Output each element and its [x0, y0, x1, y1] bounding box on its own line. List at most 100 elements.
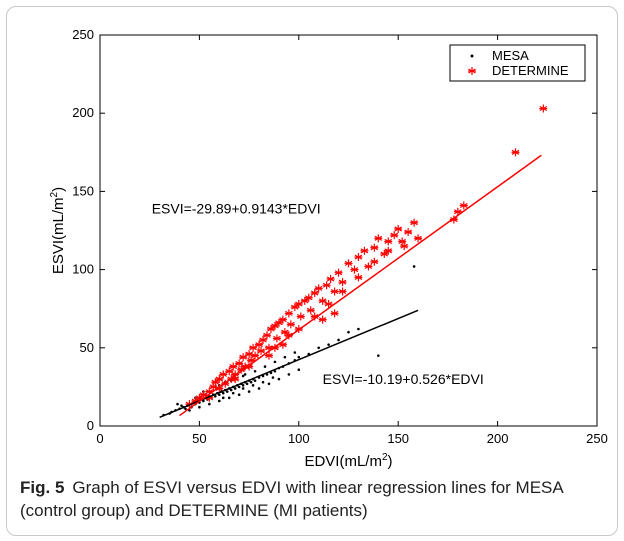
- determine-point: [264, 351, 273, 360]
- determine-point: [249, 343, 258, 352]
- legend-marker-mesa: [470, 54, 474, 58]
- mesa-point: [261, 380, 265, 384]
- determine-point: [306, 306, 315, 315]
- x-axis-label-superscript: 2: [382, 452, 388, 463]
- mesa-point: [221, 391, 225, 395]
- determine-point: [370, 243, 379, 252]
- determine-point: [449, 215, 458, 224]
- figure-frame: [6, 6, 618, 536]
- mesa-point: [198, 405, 201, 409]
- determine-point: [380, 249, 389, 258]
- determine-regression-line: [179, 154, 542, 417]
- determine-point: [318, 315, 327, 324]
- determine-point: [326, 274, 335, 283]
- mesa-point: [412, 265, 416, 268]
- determine-point: [215, 375, 224, 384]
- x-tick-label: 200: [487, 431, 509, 446]
- determine-point: [398, 237, 407, 246]
- y-axis-label-main: ESVI(mL/m: [50, 197, 67, 274]
- figure-caption: Fig. 5 Graph of ESVI versus EDVI with lin…: [20, 476, 605, 522]
- mesa-point: [243, 373, 247, 376]
- determine-point: [459, 201, 468, 210]
- determine-point: [304, 293, 313, 302]
- x-tick-label: 50: [192, 431, 206, 446]
- mesa-point: [317, 346, 320, 350]
- x-tick-label: 0: [96, 431, 103, 446]
- determine-point: [338, 287, 347, 296]
- mesa-point: [233, 387, 237, 390]
- mesa-point: [176, 402, 179, 406]
- determine-point: [324, 300, 333, 309]
- determine-point: [225, 367, 234, 376]
- determine-point: [270, 321, 279, 330]
- determine-point: [364, 262, 373, 271]
- x-axis-label-suffix: ): [388, 453, 393, 470]
- determine-point: [272, 334, 281, 343]
- x-tick-label: 250: [586, 431, 608, 446]
- determine-point: [255, 340, 264, 349]
- legend-label-determine: DETERMINE: [492, 63, 569, 78]
- scatter-chart: 0 50 100 150 200 250 0 50 100 150 200 250 ESVI=-29.…: [49, 27, 608, 470]
- determine-point: [294, 300, 303, 309]
- mesa-point: [217, 393, 221, 397]
- mesa-point: [297, 368, 301, 371]
- mesa-point: [327, 343, 330, 346]
- mesa-point: [227, 396, 231, 400]
- mesa-point: [287, 373, 291, 376]
- svg-text:EDVI(mL/m2): EDVI(mL/m2): [304, 452, 392, 470]
- regression-lines: [159, 154, 542, 418]
- determine-point: [344, 259, 353, 268]
- y-tick-label: 0: [87, 418, 94, 433]
- determine-point: [354, 253, 363, 262]
- determine-point: [394, 224, 403, 233]
- determine-point: [278, 315, 287, 324]
- mesa-point: [377, 354, 380, 357]
- mesa-point: [237, 393, 241, 397]
- determine-point: [330, 309, 339, 318]
- y-tick-label: 50: [80, 340, 94, 355]
- mesa-point: [251, 384, 255, 387]
- determine-point: [259, 335, 268, 344]
- determine-point: [247, 356, 256, 365]
- y-tick-label: 100: [72, 262, 94, 277]
- mesa-point: [293, 351, 297, 354]
- mesa-point: [241, 387, 245, 390]
- mesa-point: [241, 374, 245, 378]
- mesa-point: [184, 407, 187, 411]
- determine-point: [251, 351, 260, 360]
- determine-point: [330, 287, 339, 296]
- determine-point: [360, 246, 369, 255]
- x-axis-label: EDVI(mL/m2): [304, 452, 392, 470]
- determine-point: [286, 320, 295, 329]
- axis-ticks: 0 50 100 150 200 250 0 50 100 150 200 250: [72, 27, 608, 446]
- determine-point: [390, 231, 399, 240]
- determine-point: [370, 257, 379, 266]
- determine-point: [314, 284, 323, 293]
- determine-point: [239, 353, 248, 362]
- legend-label-mesa: MESA: [492, 48, 529, 63]
- mesa-point: [271, 376, 275, 379]
- y-axis-label: ESVI(mL/m2): [49, 187, 67, 274]
- points-layer: [162, 104, 548, 417]
- mesa-point: [263, 365, 267, 368]
- mesa-point: [267, 382, 271, 386]
- plot-area-frame: [99, 34, 598, 427]
- mesa-point: [283, 355, 287, 359]
- determine-point: [539, 104, 548, 113]
- determine-point: [235, 359, 244, 368]
- mesa-point: [357, 327, 360, 331]
- determine-point: [374, 234, 383, 243]
- x-tick-label: 150: [387, 431, 409, 446]
- x-axis-label-main: EDVI(mL/m: [304, 453, 382, 470]
- mesa-point: [202, 399, 205, 403]
- determine-point: [284, 309, 293, 318]
- determine-point: [334, 268, 343, 277]
- mesa-point: [347, 330, 350, 334]
- y-axis-label-superscript: 2: [49, 191, 60, 197]
- determine-point: [257, 346, 266, 355]
- y-tick-label: 150: [72, 183, 94, 198]
- determine-point: [296, 312, 305, 321]
- mesa-point: [249, 380, 253, 384]
- legend-marker-determine: [468, 67, 476, 75]
- figure-label: Fig. 5: [20, 478, 65, 497]
